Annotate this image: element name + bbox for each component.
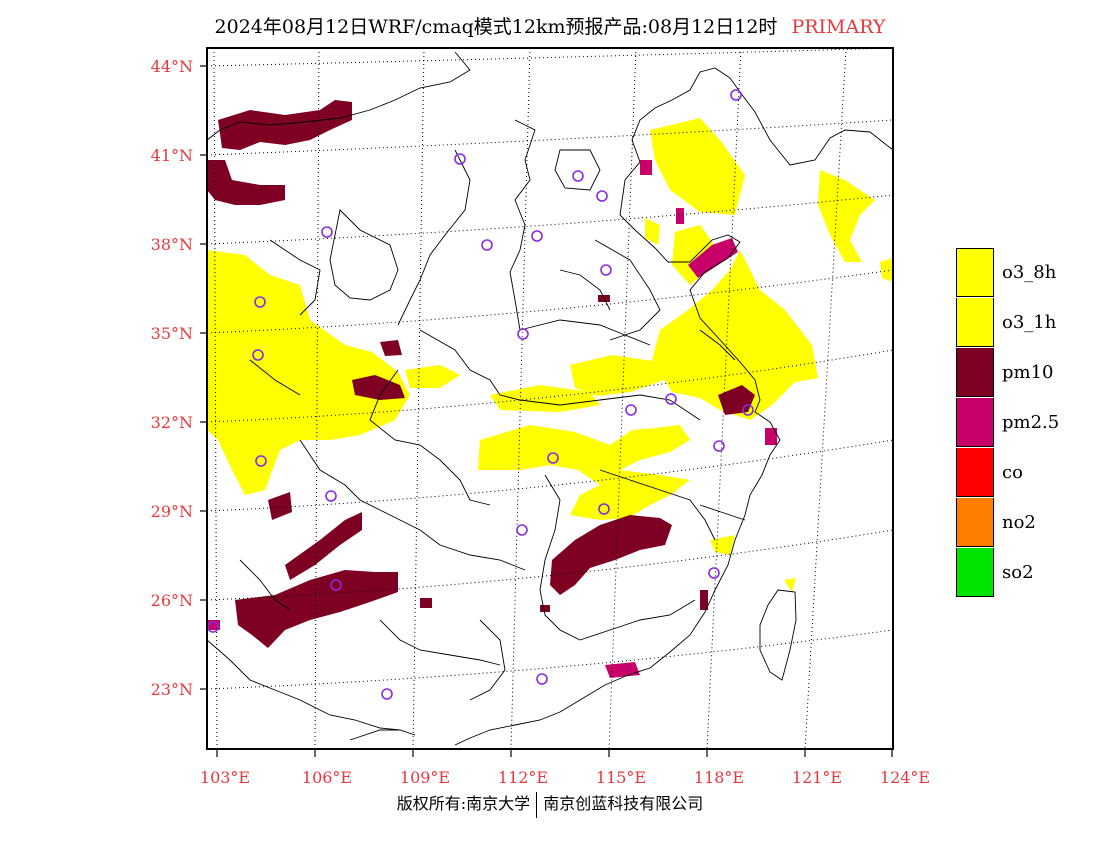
lon-label-118e: 118°E <box>694 768 744 787</box>
lon-label-109e: 109°E <box>400 768 450 787</box>
legend-label: so2 <box>1002 562 1034 583</box>
station-marker <box>536 673 548 685</box>
station-marker <box>625 404 637 416</box>
station-marker <box>547 452 559 464</box>
legend-item-no2: no2 <box>956 498 1100 548</box>
tick-marks <box>200 65 893 757</box>
legend-label: o3_8h <box>1002 262 1057 283</box>
station-marker <box>598 503 610 515</box>
legend-swatch <box>956 548 994 597</box>
station-marker <box>255 455 267 467</box>
lon-label-115e: 115°E <box>596 768 646 787</box>
pm10-field <box>207 100 755 648</box>
map-title-main: 2024年08月12日WRF/cmaq模式12km预报产品:08月12日12时 <box>214 16 778 38</box>
legend-item-o3-8h: o3_8h <box>956 248 1100 298</box>
legend-label: co <box>1002 462 1023 483</box>
map-frame <box>206 47 894 750</box>
coastline <box>454 67 893 746</box>
lat-label-29n: 29°N <box>151 502 193 521</box>
copyright-right: 南京创蓝科技有限公司 <box>543 794 704 813</box>
station-marker <box>517 328 529 340</box>
station-marker <box>713 440 725 452</box>
station-marker <box>254 296 266 308</box>
pollutant-legend: o3_8h o3_1h pm10 pm2.5 co no2 so2 <box>956 248 1100 598</box>
station-marker <box>381 688 393 700</box>
station-marker <box>572 170 584 182</box>
lon-label-103e: 103°E <box>200 768 250 787</box>
pm25-field <box>207 160 777 678</box>
legend-swatch <box>956 398 994 447</box>
legend-swatch <box>956 248 994 297</box>
o3-field <box>207 118 893 592</box>
station-marker <box>596 190 608 202</box>
legend-swatch <box>956 498 994 547</box>
copyright-footer: 版权所有:南京大学 南京创蓝科技有限公司 <box>0 790 1100 818</box>
legend-label: o3_1h <box>1002 312 1057 333</box>
lat-label-32n: 32°N <box>151 413 193 432</box>
taiwan-outline <box>759 589 797 681</box>
station-marker <box>481 239 493 251</box>
lat-label-44n: 44°N <box>151 57 193 76</box>
lat-label-41n: 41°N <box>151 146 193 165</box>
station-marker <box>252 349 264 361</box>
lat-label-26n: 26°N <box>151 591 193 610</box>
legend-label: pm2.5 <box>1002 412 1060 433</box>
lat-label-35n: 35°N <box>151 324 193 343</box>
map-title: 2024年08月12日WRF/cmaq模式12km预报产品:08月12日12时 P… <box>0 12 1100 39</box>
station-marker <box>600 264 612 276</box>
monitoring-stations <box>207 89 754 700</box>
legend-item-pm25: pm2.5 <box>956 398 1100 448</box>
lon-label-121e: 121°E <box>792 768 842 787</box>
legend-item-co: co <box>956 448 1100 498</box>
legend-label: no2 <box>1002 512 1036 533</box>
station-marker <box>454 153 466 165</box>
lon-label-124e: 124°E <box>880 768 930 787</box>
station-marker <box>708 567 720 579</box>
station-marker <box>742 404 754 416</box>
lon-label-112e: 112°E <box>498 768 548 787</box>
station-marker <box>325 490 337 502</box>
legend-item-so2: so2 <box>956 548 1100 598</box>
legend-label: pm10 <box>1002 362 1054 383</box>
station-marker <box>665 393 677 405</box>
lat-label-23n: 23°N <box>151 680 193 699</box>
pollution-fields <box>207 100 893 678</box>
legend-item-o3-1h: o3_1h <box>956 298 1100 348</box>
legend-swatch <box>956 448 994 497</box>
station-marker <box>730 89 742 101</box>
station-marker <box>531 230 543 242</box>
copyright-left: 版权所有:南京大学 <box>396 794 531 813</box>
graticule <box>207 48 893 749</box>
lat-label-38n: 38°N <box>151 235 193 254</box>
station-marker <box>321 226 333 238</box>
station-marker <box>330 579 342 591</box>
longitude-labels: 103°E 106°E 109°E 112°E 115°E 118°E 121°… <box>200 768 930 787</box>
lon-label-106e: 106°E <box>302 768 352 787</box>
copyright-separator <box>536 791 538 818</box>
map-title-tag: PRIMARY <box>791 16 886 38</box>
boundaries <box>207 51 893 746</box>
legend-item-pm10: pm10 <box>956 348 1100 398</box>
legend-swatch <box>956 348 994 397</box>
latitude-labels: 44°N 41°N 38°N 35°N 32°N 29°N 26°N 23°N <box>151 57 193 699</box>
station-marker <box>516 524 528 536</box>
legend-swatch <box>956 298 994 347</box>
